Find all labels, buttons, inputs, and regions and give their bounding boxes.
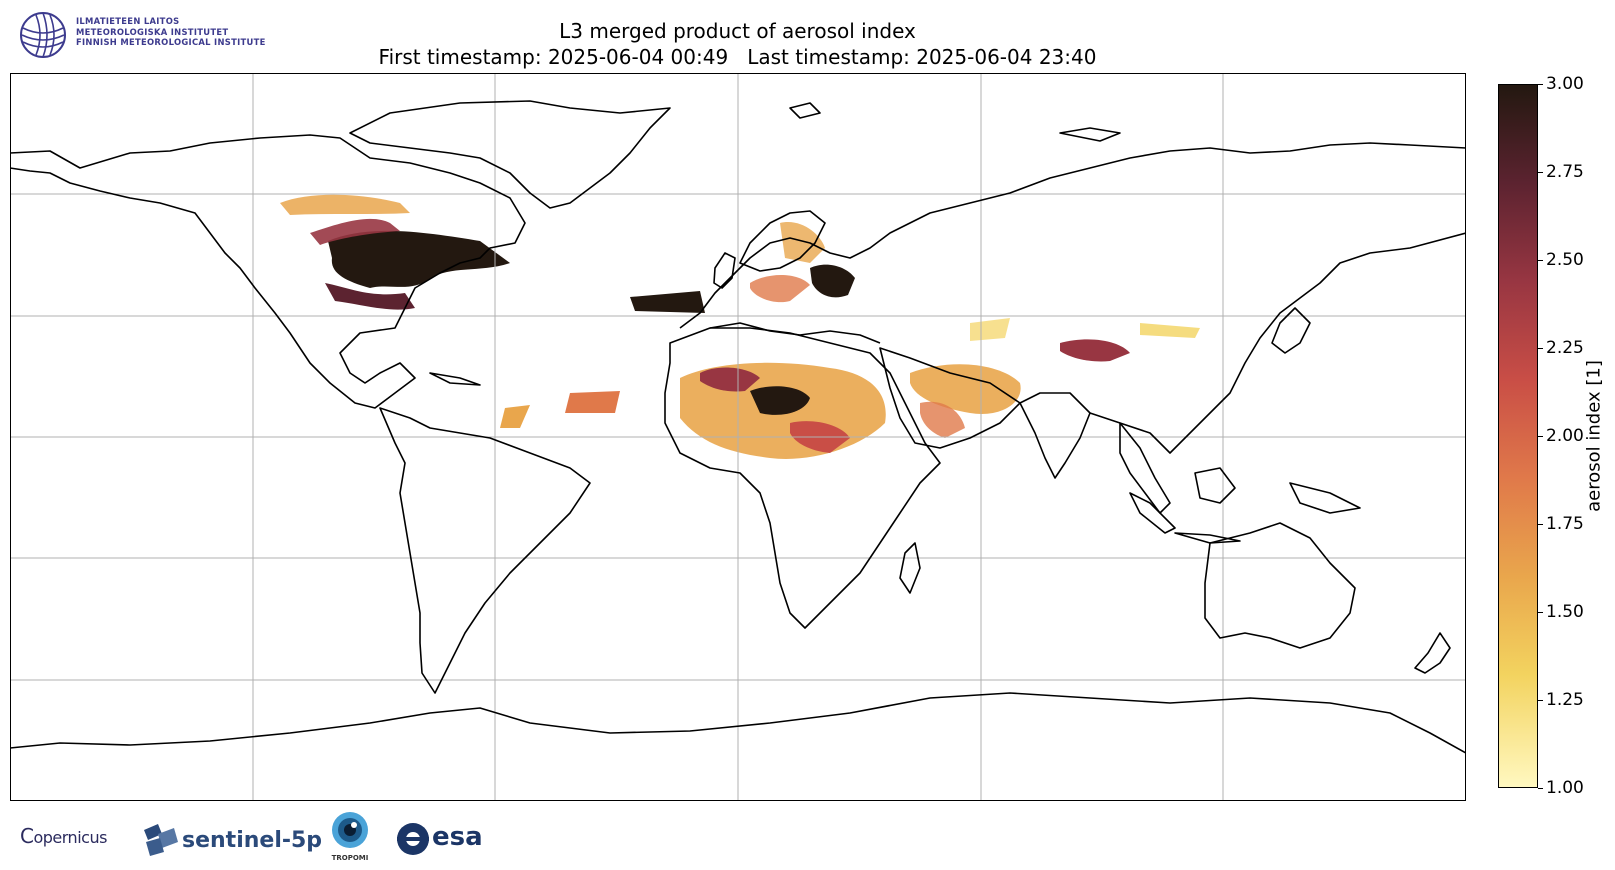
coast-new-guinea	[1289, 482, 1361, 514]
plume-arctic	[280, 194, 410, 215]
coast-arabia	[879, 347, 1021, 449]
fmi-emblem-icon	[20, 12, 66, 58]
plume-sahara-red	[700, 367, 760, 392]
colorbar-tick-label: 2.00	[1546, 426, 1584, 446]
coast-australia	[1204, 522, 1356, 649]
copernicus-c-icon: C	[20, 824, 34, 848]
coast-sumatra	[1129, 492, 1176, 534]
gridlines	[10, 73, 1466, 801]
coast-mediterranean	[709, 322, 881, 344]
coast-india	[1019, 392, 1091, 479]
coastlines	[10, 100, 1466, 754]
colorbar-tick-label: 2.50	[1546, 250, 1584, 270]
esa-emblem-icon	[397, 823, 429, 855]
coast-svalbard	[789, 102, 821, 119]
plume-iran	[970, 318, 1010, 341]
plume-canada-edge	[310, 218, 400, 245]
copernicus-logo-text: opernicus	[33, 828, 107, 847]
coast-greenland	[349, 100, 671, 209]
tropomi-logo: TROPOMI	[330, 810, 370, 866]
fmi-line-en: FINNISH METEOROLOGICAL INSTITUTE	[76, 37, 266, 47]
plume-middle-east	[910, 364, 1021, 414]
coast-south-america	[379, 407, 591, 694]
footer-logos: Copernicus sentinel-5p TROPOMI esa	[20, 810, 500, 862]
coast-japan	[1271, 307, 1311, 354]
plume-central-asia	[1060, 339, 1130, 362]
plume-canada-tail	[325, 283, 415, 310]
coast-east-asia	[1089, 232, 1466, 454]
copernicus-logo: Copernicus	[20, 824, 107, 848]
coast-north-america	[10, 134, 526, 409]
coast-europe	[679, 142, 1466, 329]
fmi-line-sv: METEOROLOGISKA INSTITUTET	[76, 26, 229, 37]
plume-atlantic-dust2	[500, 405, 530, 428]
colorbar-ticks: 1.00 1.25 1.50 1.75 2.00 2.25 2.50 2.75 …	[1538, 74, 1598, 798]
coast-borneo	[1194, 467, 1236, 504]
plume-sahara-dark	[750, 386, 810, 415]
coast-java	[1174, 532, 1241, 544]
fmi-logo: ILMATIETEEN LAITOS METEOROLOGISKA INSTIT…	[18, 10, 293, 60]
plume-taklamakan	[1140, 323, 1200, 338]
plume-europe-west	[750, 274, 810, 303]
esa-logo: esa	[396, 822, 483, 860]
tropomi-logo-text: TROPOMI	[331, 854, 369, 862]
colorbar-tick-label: 2.75	[1546, 162, 1584, 182]
sentinel-logo-text: sentinel-5p	[182, 828, 323, 853]
plume-europe-scandinavia	[780, 222, 825, 263]
map-subtitle-timestamps: First timestamp: 2025-06-04 00:49 Last t…	[378, 45, 1097, 69]
colorbar-tick-label: 1.75	[1546, 514, 1584, 534]
colorbar-tick-label: 1.50	[1546, 602, 1584, 622]
plume-arabia	[920, 401, 965, 438]
colorbar	[1498, 84, 1538, 788]
coast-cuba	[429, 372, 481, 386]
sentinel-satellite-icon	[144, 824, 178, 856]
colorbar-tick-label: 1.00	[1546, 778, 1584, 798]
world-map	[10, 73, 1466, 801]
plume-europe-core	[810, 264, 855, 298]
colorbar-tick-label: 2.25	[1546, 338, 1584, 358]
plume-atlantic-dust1	[565, 391, 620, 413]
map-title: L3 merged product of aerosol index	[559, 19, 916, 43]
plume-canada-main	[328, 230, 510, 288]
aerosol-overlay	[280, 194, 1200, 459]
plume-atlantic-north	[630, 291, 705, 313]
map-frame	[10, 73, 1466, 801]
fmi-institute-name: ILMATIETEEN LAITOS METEOROLOGISKA INSTIT…	[76, 16, 266, 48]
fmi-line-fi: ILMATIETEEN LAITOS	[76, 16, 180, 26]
coast-madagascar	[899, 542, 921, 594]
coast-scandinavia	[739, 210, 826, 272]
colorbar-tick-label: 3.00	[1546, 74, 1584, 94]
coast-africa	[664, 327, 941, 629]
colorbar-label: aerosol index [1]	[1583, 360, 1605, 512]
coast-new-zealand	[1414, 632, 1451, 674]
tropomi-eye-icon	[332, 812, 368, 848]
coast-arctic-islands	[1059, 127, 1121, 142]
coast-britain	[713, 252, 736, 289]
esa-logo-text: esa	[432, 822, 483, 852]
coast-antarctica	[10, 692, 1466, 754]
sentinel-5p-logo: sentinel-5p	[140, 820, 322, 860]
colorbar-tick-label: 1.25	[1546, 690, 1584, 710]
